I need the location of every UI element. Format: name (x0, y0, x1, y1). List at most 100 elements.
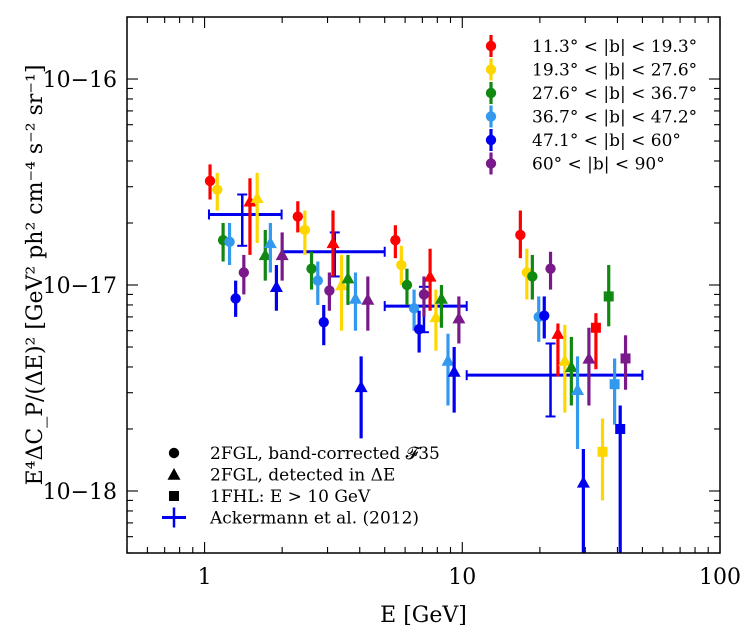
marker-legend-label: Ackermann et al. (2012) (209, 509, 419, 529)
data-point (361, 293, 375, 305)
legend-entry: 11.3° < |b| < 19.3° (485, 35, 697, 57)
x-tick-label: 10 (448, 565, 476, 590)
x-tick-label: 1 (198, 565, 212, 590)
data-point (335, 278, 349, 291)
data-point (515, 229, 526, 241)
marker-legend-label: 2FGL, band-corrected 𝓕35 (210, 444, 440, 464)
data-point (423, 269, 437, 282)
series-6 (238, 232, 631, 406)
data-point (390, 235, 401, 246)
legend-entry: 60° < |b| < 90° (485, 152, 665, 175)
data-point (348, 291, 362, 304)
y-tick-label: 10−17 (43, 274, 117, 299)
y-axis-label: E⁴ΔC_P/(ΔE)² [GeV² ph² cm⁻⁴ s⁻² sr⁻¹] (23, 65, 48, 486)
data-point (275, 248, 289, 261)
legend-swatch (485, 158, 497, 169)
legend-label: 11.3° < |b| < 19.3° (532, 37, 697, 57)
data-point (434, 291, 448, 304)
data-point (620, 353, 631, 364)
marker-legend-entry: Ackermann et al. (2012) (162, 507, 419, 529)
reference-point (207, 193, 283, 247)
data-point (224, 236, 235, 248)
legend-entry: 36.7° < |b| < 47.2° (485, 105, 697, 128)
series-1 (204, 164, 601, 377)
legend-swatch (485, 87, 497, 99)
legend-label: 60° < |b| < 90° (532, 155, 665, 175)
marker-legend-label: 2FGL, detected in ΔE (210, 466, 395, 486)
legend-label: 36.7° < |b| < 47.2° (532, 108, 697, 128)
x-tick-label: 100 (699, 565, 741, 590)
data-point (603, 291, 614, 302)
legend-entry: 47.1° < |b| < 60° (485, 129, 681, 151)
data-point (258, 248, 272, 261)
data-point (204, 175, 216, 187)
marker-legend-entry: 2FGL, band-corrected 𝓕35 (168, 444, 440, 464)
data-point (452, 311, 466, 324)
y-tick-label: 10−16 (43, 68, 117, 93)
data-point (441, 354, 455, 366)
data-point (326, 236, 340, 249)
data-series (204, 164, 631, 553)
series-3 (217, 222, 614, 406)
data-point (527, 271, 538, 282)
legend-swatch (485, 134, 497, 146)
legend-swatch (485, 40, 497, 52)
data-point (582, 351, 596, 364)
data-point (447, 365, 461, 377)
legend-entry: 27.6° < |b| < 36.7° (485, 82, 697, 104)
data-point (396, 259, 407, 271)
data-point (212, 184, 223, 195)
legend-swatch (485, 64, 497, 75)
legend-label: 27.6° < |b| < 36.7° (532, 84, 697, 104)
series-2 (212, 172, 608, 501)
axis-ticks (126, 16, 721, 554)
y-tick-label: 10−18 (43, 480, 117, 505)
color-legend: 11.3° < |b| < 19.3° 19.3° < |b| < 27.6° 27… (485, 35, 697, 175)
x-axis-label: E [GeV] (380, 603, 467, 628)
data-point (408, 303, 420, 314)
series-4 (224, 222, 620, 449)
data-point (590, 322, 601, 333)
marker-legend-entry: 2FGL, detected in ΔE (167, 466, 395, 486)
data-point (539, 310, 550, 321)
legend-swatch (485, 111, 497, 122)
data-point (230, 293, 241, 304)
data-point (318, 316, 329, 328)
legend-label: 19.3° < |b| < 27.6° (532, 61, 697, 81)
tick-labels: 1 10 100 10−18 10−17 10−16 (43, 68, 741, 590)
marker-legend-entry: 1FHL: E > 10 GeV (169, 487, 371, 507)
data-point (312, 275, 323, 286)
data-point (250, 191, 264, 204)
series-5 (230, 265, 626, 553)
data-point (571, 383, 585, 395)
data-point (615, 423, 626, 434)
legend-marker-square (169, 491, 179, 501)
data-point (609, 379, 620, 390)
data-point (545, 263, 556, 274)
data-point (306, 263, 317, 274)
data-point (418, 289, 430, 300)
data-point (558, 354, 572, 366)
data-point (292, 211, 303, 222)
data-point (324, 285, 335, 296)
data-point (354, 380, 368, 393)
data-point (299, 224, 311, 236)
data-point (597, 446, 608, 457)
data-point (243, 194, 257, 207)
legend-label: 47.1° < |b| < 60° (532, 131, 681, 151)
data-point (401, 279, 413, 291)
data-point (269, 280, 283, 293)
data-point (238, 267, 250, 278)
legend-marker-circle (168, 447, 180, 459)
data-point (551, 327, 565, 339)
legend-entry: 19.3° < |b| < 27.6° (485, 58, 697, 81)
marker-legend-label: 1FHL: E > 10 GeV (210, 487, 371, 507)
legend-marker-triangle (167, 468, 181, 480)
data-point (576, 475, 590, 488)
data-point (564, 360, 578, 373)
data-point (413, 324, 425, 335)
data-point (341, 271, 355, 284)
